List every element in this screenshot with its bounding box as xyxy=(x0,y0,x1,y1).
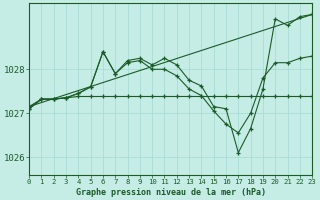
X-axis label: Graphe pression niveau de la mer (hPa): Graphe pression niveau de la mer (hPa) xyxy=(76,188,266,197)
